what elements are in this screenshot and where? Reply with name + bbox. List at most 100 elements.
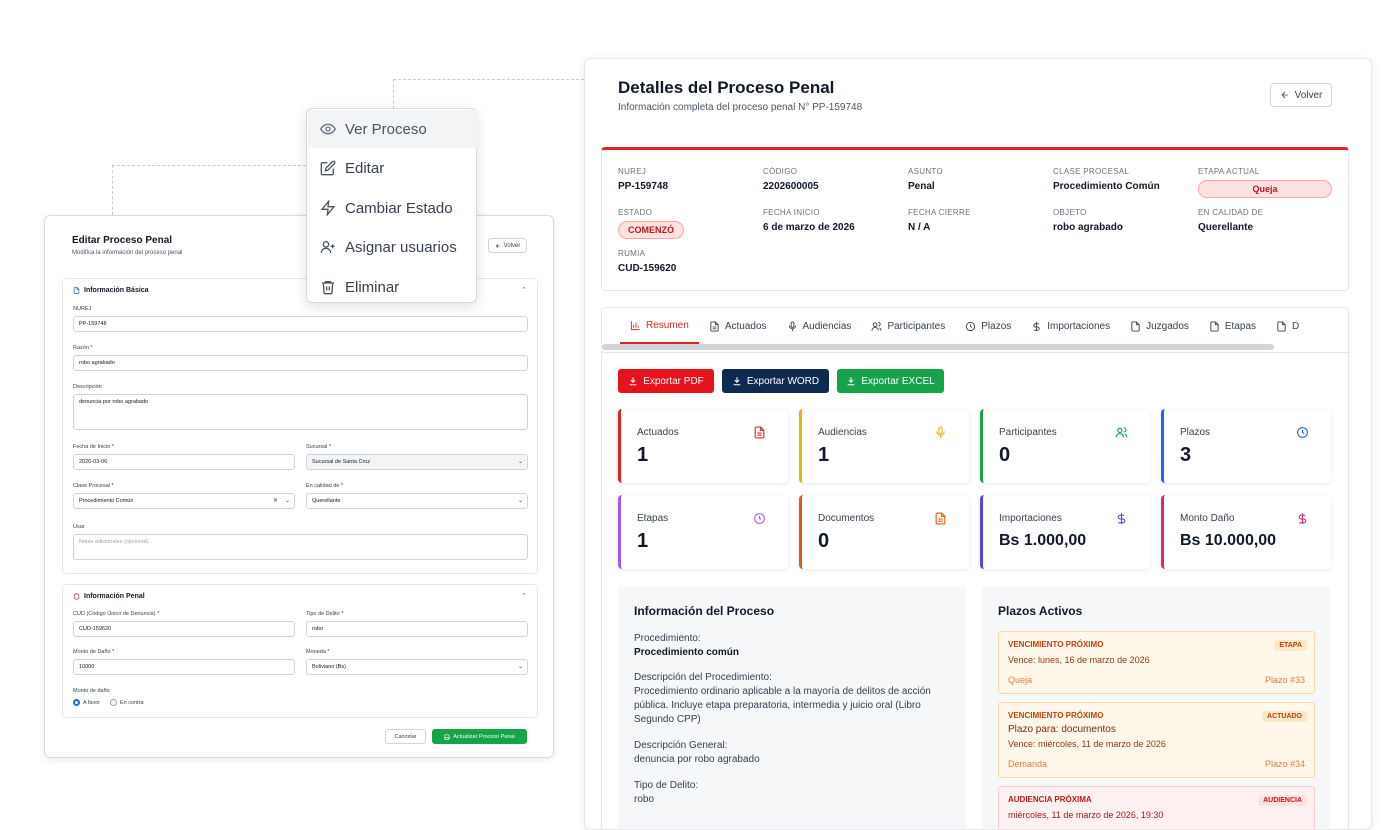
radio-a-favor[interactable]: A favor [73, 699, 100, 706]
menu-item-label: Asignar usuarios [345, 238, 457, 256]
moneda-select[interactable]: Boliviano (Bs) ⌄ [306, 659, 528, 675]
stat-label: Participantes [999, 427, 1057, 438]
edit-back-button[interactable]: Volver [488, 238, 527, 253]
field-label: ASUNTO [908, 167, 943, 176]
stat-card-audiencias: Audiencias 1 [799, 409, 969, 483]
update-label: Actualizar Proceso Penal [453, 733, 515, 740]
chart-icon [630, 320, 640, 330]
audiencia-item[interactable]: AUDIENCIA PRÓXIMA AUDIENCIA miércoles, 1… [998, 786, 1315, 829]
cud-input[interactable]: CUD-159620 [73, 621, 295, 637]
users-icon [871, 321, 882, 331]
clase-procesal-select[interactable]: Procedimiento Común ✕ ⌄ [73, 493, 295, 509]
section-title: Información Penal [84, 593, 145, 600]
field-label: CLASE PROCESAL [1053, 167, 1130, 176]
chevron-up-icon[interactable]: ⌃ [521, 287, 527, 294]
stat-value: Bs 1.000,00 [999, 532, 1087, 549]
sucursal-select[interactable]: Sucursal de Santa Cruz ⌄ [306, 454, 528, 470]
tipo-delito-input[interactable]: robo [306, 621, 528, 637]
stat-value: 0 [999, 444, 1011, 466]
item-label: Descripción del Procedimiento: [634, 672, 772, 683]
descripcion-textarea[interactable]: denuncia por robo agrabado [73, 394, 528, 430]
field-label: FECHA CIERRE [908, 208, 971, 217]
input-value: 2026-03-06 [79, 459, 108, 465]
plazo-item[interactable]: VENCIMIENTO PRÓXIMO ETAPA Vence: lunes, … [998, 631, 1315, 694]
menu-item-label: Cambiar Estado [345, 199, 453, 217]
chevron-up-icon[interactable]: ⌃ [521, 593, 527, 600]
field-label: FECHA INICIO [763, 208, 820, 217]
radio-label: En contra [120, 699, 144, 706]
cancel-button[interactable]: Cancelar [385, 729, 426, 744]
stat-card-actuados: Actuados 1 [618, 409, 788, 483]
dollar-icon [1117, 513, 1126, 524]
tab-documentos[interactable]: D [1266, 308, 1309, 344]
calidad-select[interactable]: Querellante ⌄ [306, 493, 528, 509]
usar-textarea[interactable]: Notas adicionales (opcional)... [73, 534, 528, 560]
descripcion-procedimiento-item: Descripción del Procedimiento: Procedimi… [634, 671, 952, 727]
stat-value: 1 [637, 444, 649, 466]
plazos-activos-card: Plazos Activos VENCIMIENTO PRÓXIMO ETAPA… [982, 586, 1330, 829]
document-icon [935, 512, 946, 525]
plazo-date: Vence: miércoles, 11 de marzo de 2026 [1008, 739, 1166, 749]
cancel-label: Cancelar [394, 733, 417, 740]
stat-card-importaciones: Importaciones Bs 1.000,00 [980, 495, 1150, 569]
plazo-date: Vence: lunes, 16 de marzo de 2026 [1008, 655, 1150, 665]
fecha-inicio-input[interactable]: 2026-03-06 [73, 454, 295, 470]
document-icon [710, 320, 719, 332]
back-button[interactable]: Volver [1270, 83, 1332, 107]
tab-etapas[interactable]: Etapas [1199, 308, 1266, 344]
tab-juzgados[interactable]: Juzgados [1120, 308, 1199, 344]
update-button[interactable]: Actualizar Proceso Penal [432, 729, 527, 744]
input-value: Boliviano (Bs) [312, 664, 346, 670]
input-value: CUD-159620 [79, 626, 112, 632]
tab-actuados[interactable]: Actuados [699, 308, 777, 344]
plazo-description: Plazo para: documentos [1008, 724, 1116, 735]
arrow-left-icon [1281, 91, 1288, 99]
monto-input[interactable]: 10000 [73, 659, 295, 675]
nurej-label: NUREJ [73, 306, 92, 312]
field-fecha-cierre: FECHA CIERRE N / A [908, 208, 971, 233]
tab-participantes[interactable]: Participantes [861, 308, 955, 344]
arrow-left-icon [495, 243, 500, 248]
field-label: OBJETO [1053, 208, 1087, 217]
stat-card-monto-dano: Monto Daño Bs 10.000,00 [1161, 495, 1331, 569]
menu-item-editar[interactable]: Editar [308, 149, 477, 187]
field-label: EN CALIDAD DE [1198, 208, 1264, 217]
stat-label: Etapas [637, 513, 669, 524]
export-pdf-button[interactable]: Exportar PDF [618, 369, 714, 393]
tab-resumen[interactable]: Resumen [620, 308, 699, 344]
menu-item-eliminar[interactable]: Eliminar [308, 268, 477, 306]
field-value: PP-159748 [618, 181, 669, 192]
tab-importaciones[interactable]: Importaciones [1021, 308, 1120, 344]
item-label: Procedimiento: [634, 633, 701, 644]
info-card: NUREJ PP-159748 CÓDIGO 2202600005 ASUNTO… [601, 147, 1349, 291]
tab-plazos[interactable]: Plazos [955, 308, 1021, 344]
item-value: robo [634, 794, 655, 805]
bolt-icon [320, 200, 336, 216]
page-subtitle: Información completa del proceso penal N… [618, 102, 863, 113]
menu-item-label: Ver Proceso [345, 120, 427, 138]
plazo-item[interactable]: VENCIMIENTO PRÓXIMO ACTUADO Plazo para: … [998, 702, 1315, 778]
razon-input[interactable]: robo agrabado [73, 355, 528, 371]
connector-line [112, 165, 306, 166]
tabs-scrollbar[interactable] [602, 344, 1274, 350]
menu-item-ver-proceso[interactable]: Ver Proceso [308, 110, 477, 148]
descripcion-general-item: Descripción General: denuncia por robo a… [634, 739, 952, 767]
field-value: Querellante [1198, 222, 1254, 233]
export-excel-button[interactable]: Exportar EXCEL [837, 369, 944, 393]
clear-icon[interactable]: ✕ [272, 498, 278, 504]
edit-title: Editar Proceso Penal [72, 235, 173, 246]
menu-item-asignar-usuarios[interactable]: Asignar usuarios [308, 228, 477, 266]
razon-label: Razón * [73, 345, 93, 351]
chevron-down-icon: ⌄ [284, 498, 290, 504]
input-placeholder: Notas adicionales (opcional)... [79, 539, 153, 545]
radio-en-contra[interactable]: En contra [110, 699, 144, 706]
item-value: Procedimiento ordinario aplicable a la m… [634, 686, 931, 725]
export-word-button[interactable]: Exportar WORD [722, 369, 829, 393]
tab-audiencias[interactable]: Audiencias [777, 308, 862, 344]
monto-dano-label: Monto de daño [73, 688, 110, 694]
menu-item-cambiar-estado[interactable]: Cambiar Estado [308, 189, 477, 227]
nurej-input[interactable]: PP-159748 [73, 316, 528, 332]
penal-info-section: Información Penal ⌃ CUD (Código Único de… [62, 584, 538, 718]
tab-label: Etapas [1224, 320, 1257, 332]
field-clase-procesal: CLASE PROCESAL Procedimiento Común [1053, 167, 1160, 192]
